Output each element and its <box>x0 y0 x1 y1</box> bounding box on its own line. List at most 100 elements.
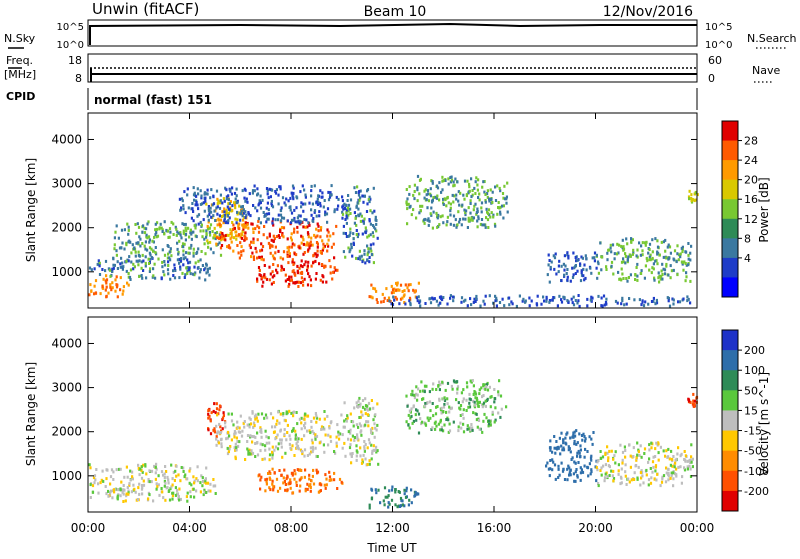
echo-cell <box>317 224 320 228</box>
echo-cell <box>137 263 140 267</box>
echo-cell <box>431 180 434 183</box>
echo-cell <box>122 500 125 503</box>
echo-cell <box>353 438 356 442</box>
echo-cell <box>246 434 250 437</box>
echo-cell <box>434 427 437 431</box>
echo-cell <box>286 246 289 250</box>
echo-cell <box>455 225 458 229</box>
echo-cell <box>322 205 325 209</box>
echo-cell <box>162 473 165 477</box>
echo-cell <box>119 467 122 471</box>
echo-cell <box>406 222 409 226</box>
echo-cell <box>685 263 688 267</box>
echo-cell <box>179 233 182 237</box>
echo-cell <box>154 246 157 249</box>
echo-cell <box>585 268 588 272</box>
echo-cell <box>627 276 630 279</box>
echo-cell <box>583 455 586 459</box>
echo-cell <box>435 184 439 188</box>
echo-cell <box>235 234 238 238</box>
echo-cell <box>672 477 675 481</box>
echo-cell <box>293 230 296 234</box>
echo-cell <box>282 476 285 480</box>
echo-cell <box>279 486 282 490</box>
echo-cell <box>424 404 427 408</box>
echo-cell <box>125 465 128 469</box>
echo-cell <box>655 298 658 302</box>
echo-cell <box>349 248 352 252</box>
echo-cell <box>336 207 339 211</box>
echo-cell <box>140 484 144 487</box>
echo-cell <box>306 487 309 491</box>
echo-cell <box>125 243 128 247</box>
echo-cell <box>497 390 500 394</box>
echo-cell <box>360 214 363 218</box>
echo-cell <box>665 471 668 475</box>
echo-cell <box>329 435 332 439</box>
echo-cell <box>131 475 134 479</box>
echo-cell <box>223 217 226 221</box>
echo-cell <box>182 470 185 473</box>
echo-cell <box>185 495 188 499</box>
echo-cell <box>603 303 606 307</box>
echo-cell <box>670 474 673 478</box>
echo-cell <box>589 298 592 302</box>
echo-cell <box>275 268 278 272</box>
echo-cell <box>218 408 221 412</box>
echo-cell <box>409 204 412 208</box>
echo-cell <box>415 216 418 220</box>
echo-cell <box>376 449 379 453</box>
echo-cell <box>449 180 452 184</box>
echo-cell <box>250 222 253 226</box>
echo-cell <box>684 279 687 283</box>
echo-cell <box>324 433 327 437</box>
echo-cell <box>667 299 670 303</box>
echo-cell <box>109 475 113 479</box>
echo-cell <box>229 232 232 235</box>
echo-cell <box>300 437 303 441</box>
echo-cell <box>555 272 558 276</box>
echo-cell <box>219 231 222 235</box>
echo-cell <box>368 256 371 259</box>
echo-cell <box>344 218 347 221</box>
echo-cell <box>182 229 185 233</box>
echo-cell <box>573 430 576 434</box>
echo-cell <box>664 480 668 484</box>
echo-cell <box>320 427 323 431</box>
echo-cell <box>506 210 509 214</box>
echo-cell <box>196 465 199 469</box>
nsky-label: N.Sky <box>4 32 36 45</box>
echo-cell <box>94 279 98 283</box>
echo-cell <box>474 391 477 395</box>
echo-cell <box>135 498 138 502</box>
echo-cell <box>493 222 497 226</box>
echo-cell <box>166 475 169 479</box>
echo-cell <box>369 243 372 247</box>
echo-cell <box>493 388 496 391</box>
echo-cell <box>210 215 213 219</box>
echo-cell <box>468 401 471 405</box>
cpid-text: normal (fast) 151 <box>94 93 212 107</box>
echo-cell <box>284 483 287 486</box>
echo-cell <box>602 294 606 298</box>
echo-cell <box>458 220 461 224</box>
echo-cell <box>310 425 313 429</box>
echo-cell <box>310 208 313 212</box>
echo-cell <box>259 221 262 225</box>
echo-cell <box>219 425 222 429</box>
echo-cell <box>635 458 638 462</box>
echo-cell <box>428 390 431 394</box>
echo-cell <box>93 474 97 478</box>
echo-cell <box>143 226 146 230</box>
echo-cell <box>391 288 395 292</box>
echo-cell <box>377 462 380 466</box>
echo-cell <box>183 242 186 246</box>
echo-cell <box>93 284 96 288</box>
echo-cell <box>641 474 644 478</box>
echo-cell <box>505 197 508 201</box>
colorbar-segment <box>722 390 738 411</box>
echo-cell <box>691 402 694 406</box>
echo-cell <box>314 277 317 281</box>
echo-cell <box>672 484 675 488</box>
echo-cell <box>240 236 243 240</box>
